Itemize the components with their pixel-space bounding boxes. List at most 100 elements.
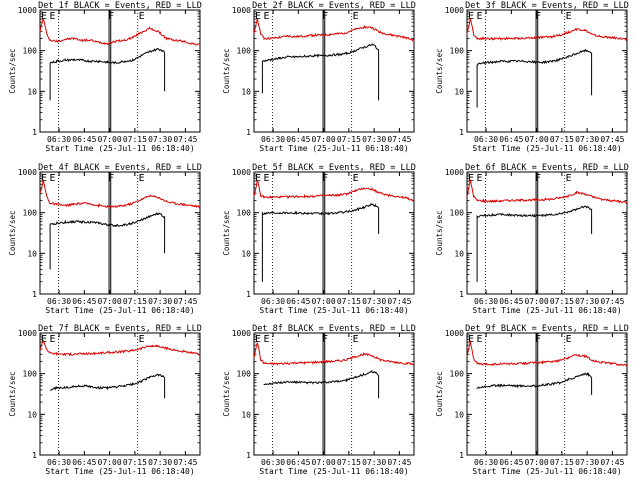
lld-series-line	[466, 179, 628, 204]
events-series-line	[476, 205, 593, 282]
x-tick-label: 07:15	[337, 458, 361, 467]
y-tick-label: 100	[237, 370, 252, 379]
y-tick-label: 10	[27, 410, 37, 419]
x-tick-label: 07:00	[525, 297, 549, 306]
chart-title: Det 9f BLACK = Events, RED = LLD	[465, 324, 629, 334]
marker-letter: E	[353, 334, 359, 345]
events-series-line	[49, 47, 166, 101]
marker-letter: E	[50, 11, 56, 22]
x-tick-label: 06:45	[286, 458, 310, 467]
y-tick-label: 100	[23, 47, 38, 56]
y-tick-label: 10	[27, 87, 37, 96]
marker-letter: E	[468, 11, 474, 22]
x-tick-label: 07:15	[123, 297, 147, 306]
y-tick-label: 10	[454, 87, 464, 96]
marker-letter: E	[255, 334, 261, 345]
chart-title: Det 2f BLACK = Events, RED = LLD	[252, 1, 416, 11]
lld-series-line	[39, 18, 201, 46]
x-tick-label: 07:00	[525, 458, 549, 467]
y-axis-label: Counts/sec	[222, 210, 231, 255]
x-tick-label: 06:45	[286, 135, 310, 144]
marker-letter: F	[108, 173, 114, 184]
plot-frame	[39, 332, 201, 456]
y-tick-label: 1	[246, 451, 251, 460]
x-tick-label: 07:15	[123, 458, 147, 467]
y-axis-label: Counts/sec	[435, 48, 444, 93]
marker-letter: F	[322, 11, 328, 22]
x-axis-label: Start Time (25-Jul-11 06:18:40)	[45, 144, 194, 153]
x-tick-label: 07:00	[525, 135, 549, 144]
marker-letter: E	[468, 173, 474, 184]
y-tick-label: 1000	[18, 329, 37, 338]
x-tick-label: 07:00	[98, 297, 122, 306]
x-tick-label: 07:15	[337, 297, 361, 306]
x-tick-label: 07:00	[312, 135, 336, 144]
marker-letter: E	[41, 334, 47, 345]
y-tick-label: 1	[246, 128, 251, 137]
y-tick-label: 1000	[232, 329, 251, 338]
x-tick-label: 06:30	[474, 297, 498, 306]
chart-panel-5: Det 5f BLACK = Events, RED = LLD 1 10 100 10…	[222, 163, 416, 315]
y-tick-label: 1	[32, 128, 37, 137]
x-tick-label: 07:45	[600, 458, 624, 467]
y-tick-label: 100	[237, 47, 252, 56]
y-tick-label: 10	[241, 410, 251, 419]
y-tick-label: 100	[450, 370, 465, 379]
y-tick-label: 10	[454, 410, 464, 419]
marker-letter: E	[264, 11, 270, 22]
lld-series-line	[466, 340, 628, 367]
events-series-line	[476, 371, 593, 395]
x-tick-label: 07:30	[362, 458, 386, 467]
y-tick-label: 1000	[445, 329, 464, 338]
y-axis-label: Counts/sec	[8, 48, 17, 93]
x-axis-label: Start Time (25-Jul-11 06:18:40)	[472, 467, 621, 476]
x-tick-label: 07:30	[362, 297, 386, 306]
plot-frame	[39, 9, 201, 133]
x-tick-label: 07:00	[98, 458, 122, 467]
x-axis-label: Start Time (25-Jul-11 06:18:40)	[259, 467, 408, 476]
chart-title: Det 1f BLACK = Events, RED = LLD	[38, 1, 202, 11]
y-tick-label: 100	[23, 370, 38, 379]
chart-panel-3: Det 3f BLACK = Events, RED = LLD 1 10 100 10…	[435, 1, 629, 153]
y-axis-label: Counts/sec	[8, 210, 17, 255]
x-tick-label: 07:45	[173, 297, 197, 306]
y-tick-label: 1000	[18, 168, 37, 177]
marker-letter: E	[50, 173, 56, 184]
marker-letter: F	[535, 173, 541, 184]
y-tick-label: 100	[23, 209, 38, 218]
x-tick-label: 07:15	[550, 135, 574, 144]
marker-letter: E	[264, 334, 270, 345]
lld-series-line	[39, 339, 201, 357]
y-tick-label: 1000	[445, 168, 464, 177]
y-tick-label: 10	[241, 87, 251, 96]
marker-letter: E	[477, 334, 483, 345]
x-tick-label: 07:30	[148, 135, 172, 144]
marker-letter: E	[139, 11, 145, 22]
lld-series-line	[39, 179, 201, 209]
chart-title: Det 6f BLACK = Events, RED = LLD	[465, 163, 629, 173]
marker-letter: E	[139, 173, 145, 184]
x-tick-label: 07:15	[550, 458, 574, 467]
x-axis-label: Start Time (25-Jul-11 06:18:40)	[259, 306, 408, 315]
y-tick-label: 1	[32, 290, 37, 299]
x-tick-label: 07:00	[312, 458, 336, 467]
events-series-line	[263, 370, 380, 399]
lld-series-line	[466, 18, 628, 42]
x-tick-label: 06:30	[47, 297, 71, 306]
chart-panel-8: Det 8f BLACK = Events, RED = LLD 1 10 100 10…	[222, 324, 416, 476]
y-tick-label: 1	[459, 451, 464, 460]
x-tick-label: 06:45	[72, 458, 96, 467]
x-tick-label: 06:30	[47, 458, 71, 467]
x-tick-label: 06:30	[261, 135, 285, 144]
y-axis-label: Counts/sec	[8, 371, 17, 416]
x-tick-label: 07:45	[387, 135, 411, 144]
y-tick-label: 100	[450, 47, 465, 56]
lld-series-line	[253, 179, 415, 202]
events-series-line	[261, 42, 380, 101]
x-tick-label: 07:30	[148, 297, 172, 306]
x-tick-label: 06:30	[47, 135, 71, 144]
chart-panel-2: Det 2f BLACK = Events, RED = LLD 1 10 100 10…	[222, 1, 416, 153]
y-tick-label: 100	[450, 209, 465, 218]
chart-panel-7: Det 7f BLACK = Events, RED = LLD 1 10 100 10…	[8, 324, 202, 476]
